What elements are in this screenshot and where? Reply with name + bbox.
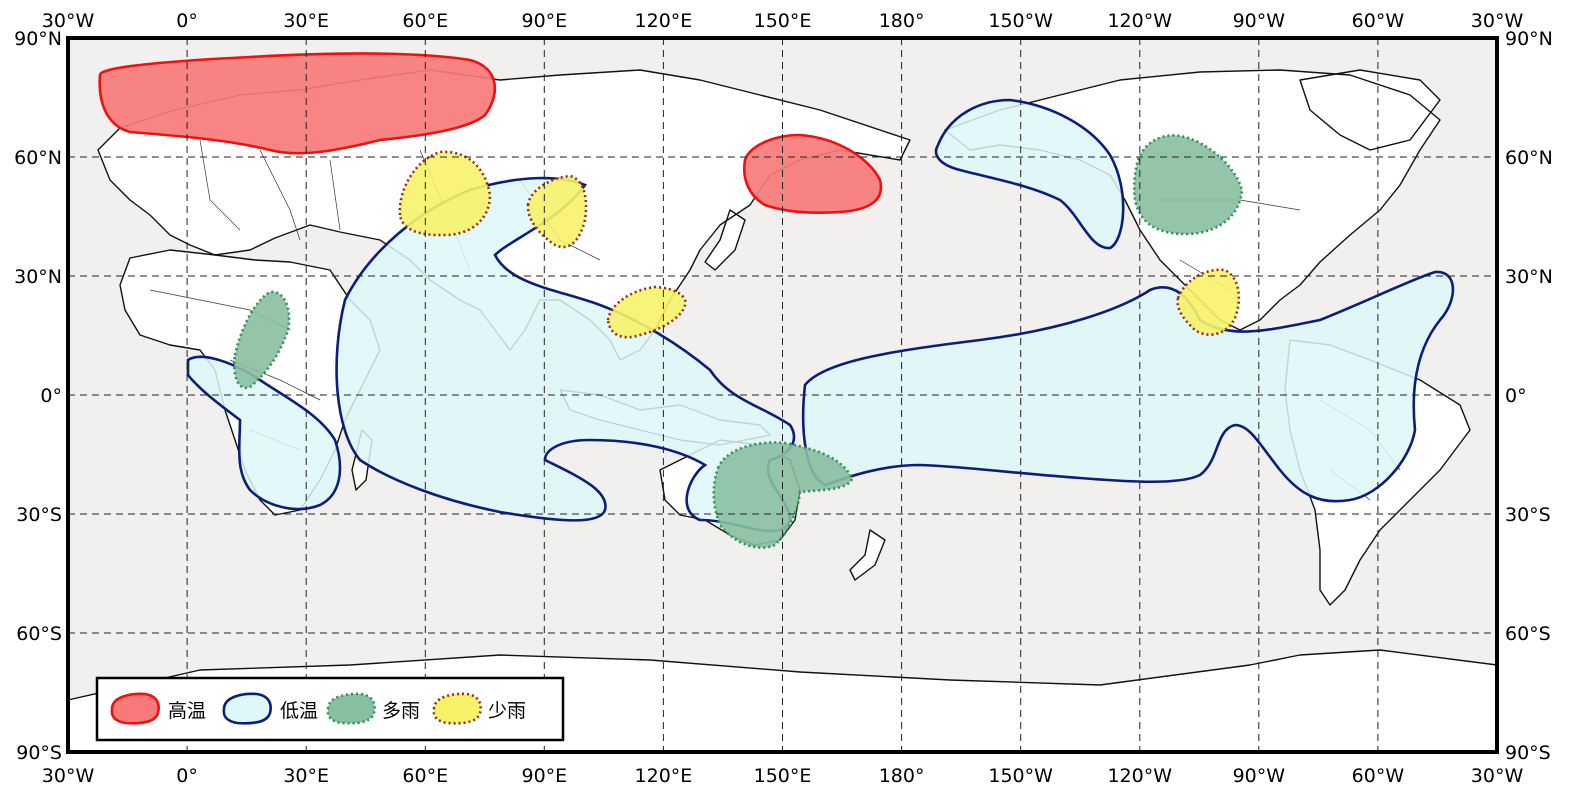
- legend-label-warm: 高温: [168, 700, 206, 722]
- latitude-label-right: 30°S: [1505, 504, 1551, 526]
- legend-swatch-cold: [222, 692, 272, 725]
- latitude-label-right: 60°N: [1505, 147, 1553, 169]
- legend-label-cold: 低温: [280, 700, 318, 722]
- latitude-label-left: 90°S: [16, 742, 62, 764]
- legend-swatch-warm: [110, 692, 160, 725]
- legend: 高温 低温 多雨 少雨: [95, 676, 565, 742]
- longitude-label-top: 150°W: [988, 10, 1053, 32]
- longitude-label-bottom: 0°: [176, 765, 198, 787]
- cold-regions: [186, 98, 1455, 533]
- longitude-label-top: 120°W: [1107, 10, 1172, 32]
- latitude-label-left: 60°S: [16, 623, 62, 645]
- longitude-label-bottom: 30°W: [42, 765, 95, 787]
- latitude-labels-right: 90°N 60°N 30°N 0° 30°S 60°S 90°S: [1505, 28, 1553, 764]
- wet-region-north-america: [1132, 134, 1244, 236]
- longitude-label-top: 30°W: [42, 10, 95, 32]
- map-frame: [66, 36, 1499, 754]
- longitude-label-bottom: 90°W: [1233, 765, 1286, 787]
- longitude-label-bottom: 60°W: [1352, 765, 1405, 787]
- latitude-label-left: 30°N: [14, 266, 62, 288]
- dry-region-south-china: [606, 285, 687, 339]
- longitude-label-bottom: 150°E: [754, 765, 812, 787]
- latitude-label-right: 0°: [1505, 385, 1527, 407]
- longitude-label-bottom: 120°W: [1107, 765, 1172, 787]
- wet-region-east-africa: [232, 290, 291, 390]
- longitude-label-bottom: 60°E: [402, 765, 448, 787]
- cold-region-pacific-sa: [801, 270, 1455, 503]
- latitude-label-left: 90°N: [14, 28, 62, 50]
- legend-swatch-wet: [326, 692, 376, 725]
- dry-region-central-asia: [398, 150, 492, 237]
- longitude-label-top: 30°E: [283, 10, 329, 32]
- longitude-label-bottom: 120°E: [635, 765, 693, 787]
- dry-region-mexico: [1176, 268, 1241, 336]
- latitude-label-left: 30°S: [16, 504, 62, 526]
- warm-regions: [98, 52, 883, 215]
- latitude-label-left: 60°N: [14, 147, 62, 169]
- latitude-label-right: 30°N: [1505, 266, 1553, 288]
- latitude-label-right: 60°S: [1505, 623, 1551, 645]
- dry-region-mongolia: [526, 174, 588, 249]
- graticule: [68, 38, 1497, 752]
- legend-label-wet: 多雨: [382, 700, 420, 722]
- longitude-label-bottom: 180°: [879, 765, 925, 787]
- warm-region-kamchatka: [743, 133, 883, 215]
- longitude-label-bottom: 90°E: [521, 765, 567, 787]
- longitude-label-top: 90°W: [1233, 10, 1286, 32]
- longitude-label-bottom: 30°W: [1471, 765, 1524, 787]
- longitude-label-bottom: 30°E: [283, 765, 329, 787]
- longitude-label-top: 120°E: [635, 10, 693, 32]
- longitude-label-top: 150°E: [754, 10, 812, 32]
- warm-region-europe-siberia: [98, 52, 497, 155]
- longitude-label-top: 180°: [879, 10, 925, 32]
- longitude-label-top: 90°E: [521, 10, 567, 32]
- longitude-labels-bottom: 30°W 0° 30°E 60°E 90°E 120°E 150°E 180° 150°W 120…: [42, 765, 1524, 787]
- latitude-label-right: 90°N: [1505, 28, 1553, 50]
- latitude-label-left: 0°: [40, 385, 62, 407]
- cold-region-alaska: [934, 98, 1125, 250]
- dry-regions: [398, 150, 1241, 339]
- longitude-labels-top: 30°W 0° 30°E 60°E 90°E 120°E 150°E 180° 150°W 120…: [42, 10, 1524, 32]
- legend-swatch-dry: [432, 692, 482, 725]
- longitude-label-top: 0°: [176, 10, 198, 32]
- longitude-label-top: 30°W: [1471, 10, 1524, 32]
- japan-land: [705, 210, 745, 270]
- latitude-labels-left: 90°N 60°N 30°N 0° 30°S 60°S 90°S: [14, 28, 62, 764]
- longitude-label-top: 60°W: [1352, 10, 1405, 32]
- longitude-label-top: 60°E: [402, 10, 448, 32]
- latitude-label-right: 90°S: [1505, 742, 1551, 764]
- new-zealand-land: [850, 530, 885, 580]
- legend-label-dry: 少雨: [488, 700, 526, 722]
- longitude-label-bottom: 150°W: [988, 765, 1053, 787]
